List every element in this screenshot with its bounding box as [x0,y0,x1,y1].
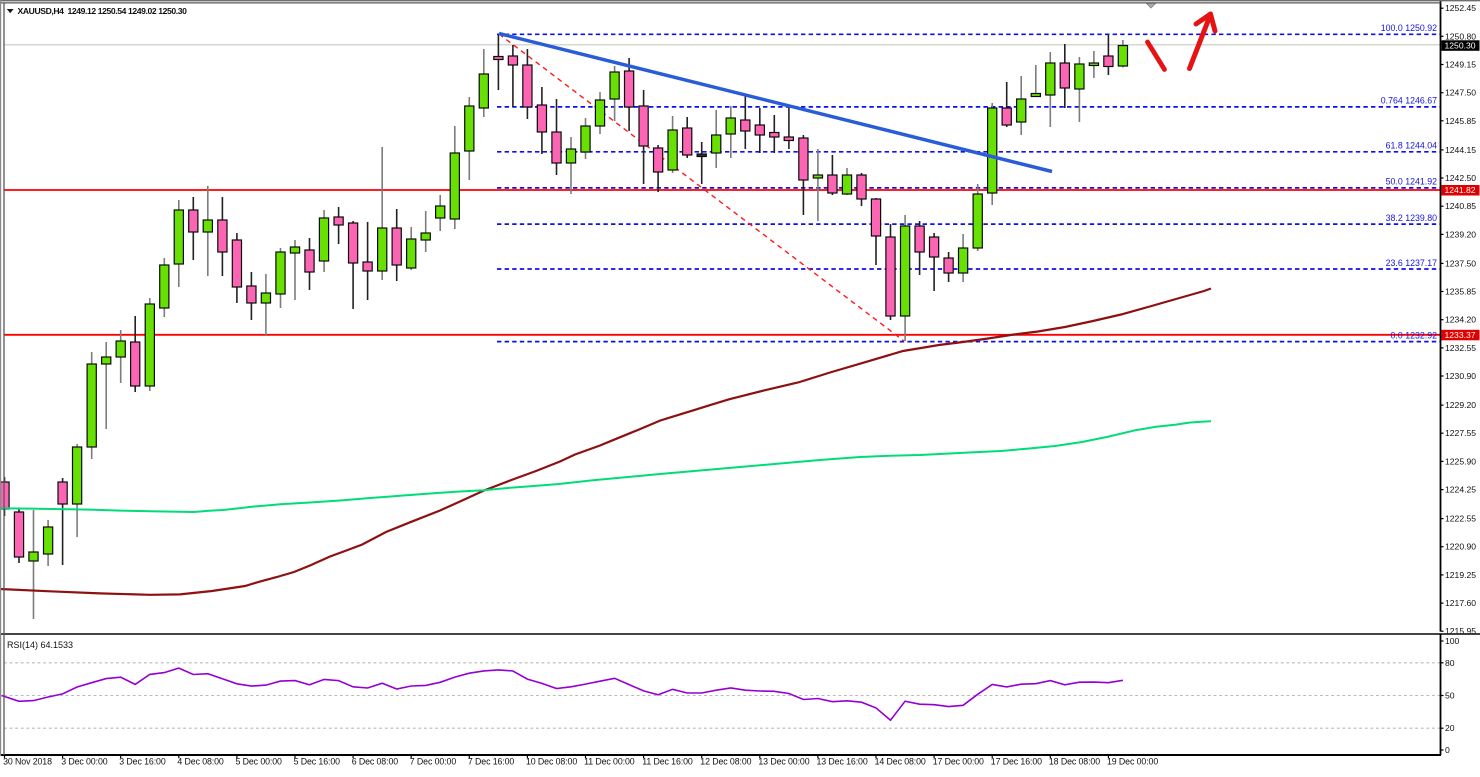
svg-text:1245.85: 1245.85 [1445,116,1476,126]
svg-text:0.764 1246.67: 0.764 1246.67 [1381,96,1437,106]
svg-text:80: 80 [1445,658,1455,668]
svg-text:1220.90: 1220.90 [1445,542,1476,552]
svg-text:1240.85: 1240.85 [1445,201,1476,211]
svg-text:1244.15: 1244.15 [1445,145,1476,155]
svg-text:0: 0 [1445,745,1450,755]
svg-text:1217.60: 1217.60 [1445,598,1476,608]
svg-text:50.0 1241.92: 50.0 1241.92 [1386,177,1437,187]
svg-text:1234.20: 1234.20 [1445,315,1476,325]
svg-text:RSI(14) 64.1533: RSI(14) 64.1533 [7,640,73,650]
svg-text:1232.55: 1232.55 [1445,343,1476,353]
svg-text:12 Dec 08:00: 12 Dec 08:00 [700,757,751,767]
svg-text:5 Dec 16:00: 5 Dec 16:00 [294,757,341,767]
svg-text:11 Dec 16:00: 11 Dec 16:00 [642,757,693,767]
svg-text:38.2 1239.80: 38.2 1239.80 [1386,213,1437,223]
svg-text:1224.25: 1224.25 [1445,485,1476,495]
svg-text:7 Dec 16:00: 7 Dec 16:00 [468,757,515,767]
svg-text:1235.85: 1235.85 [1445,287,1476,297]
svg-text:1230.90: 1230.90 [1445,371,1476,381]
svg-text:1233.37: 1233.37 [1445,330,1476,340]
svg-text:0.0 1232.92: 0.0 1232.92 [1391,330,1438,340]
svg-text:13 Dec 00:00: 13 Dec 00:00 [758,757,809,767]
svg-text:1247.50: 1247.50 [1445,88,1476,98]
svg-text:1239.20: 1239.20 [1445,229,1476,239]
svg-text:50: 50 [1445,691,1455,701]
svg-text:3 Dec 00:00: 3 Dec 00:00 [61,757,108,767]
svg-text:1242.50: 1242.50 [1445,173,1476,183]
svg-text:1229.20: 1229.20 [1445,400,1476,410]
svg-text:1249.15: 1249.15 [1445,60,1476,70]
svg-text:13 Dec 16:00: 13 Dec 16:00 [817,757,868,767]
svg-text:1225.90: 1225.90 [1445,456,1476,466]
svg-text:1237.50: 1237.50 [1445,258,1476,268]
svg-text:1252.45: 1252.45 [1445,3,1476,13]
svg-text:4 Dec 08:00: 4 Dec 08:00 [177,757,224,767]
svg-text:7 Dec 00:00: 7 Dec 00:00 [410,757,457,767]
svg-text:1250.30: 1250.30 [1445,41,1476,51]
svg-text:18 Dec 08:00: 18 Dec 08:00 [1049,757,1100,767]
svg-text:1241.82: 1241.82 [1445,185,1476,195]
svg-text:10 Dec 08:00: 10 Dec 08:00 [526,757,577,767]
svg-text:5 Dec 00:00: 5 Dec 00:00 [236,757,283,767]
svg-text:100.0 1250.92: 100.0 1250.92 [1381,23,1437,33]
svg-text:1227.55: 1227.55 [1445,428,1476,438]
svg-text:6 Dec 08:00: 6 Dec 08:00 [352,757,399,767]
svg-text:11 Dec 00:00: 11 Dec 00:00 [584,757,635,767]
svg-text:1219.25: 1219.25 [1445,570,1476,580]
svg-text:1222.55: 1222.55 [1445,514,1476,524]
svg-text:61.8 1244.04: 61.8 1244.04 [1386,141,1437,151]
svg-text:23.6 1237.17: 23.6 1237.17 [1386,258,1437,268]
svg-text:17 Dec 00:00: 17 Dec 00:00 [933,757,984,767]
svg-text:17 Dec 16:00: 17 Dec 16:00 [991,757,1042,767]
svg-text:30 Nov 2018: 30 Nov 2018 [3,757,52,767]
svg-text:XAUUSD,H4 1249.12 1250.54 124: XAUUSD,H4 1249.12 1250.54 1249.02 1250.3… [18,6,188,16]
svg-text:100: 100 [1445,636,1460,646]
svg-text:19 Dec 00:00: 19 Dec 00:00 [1107,757,1158,767]
svg-text:20: 20 [1445,723,1455,733]
svg-text:3 Dec 16:00: 3 Dec 16:00 [119,757,166,767]
svg-text:14 Dec 08:00: 14 Dec 08:00 [875,757,926,767]
